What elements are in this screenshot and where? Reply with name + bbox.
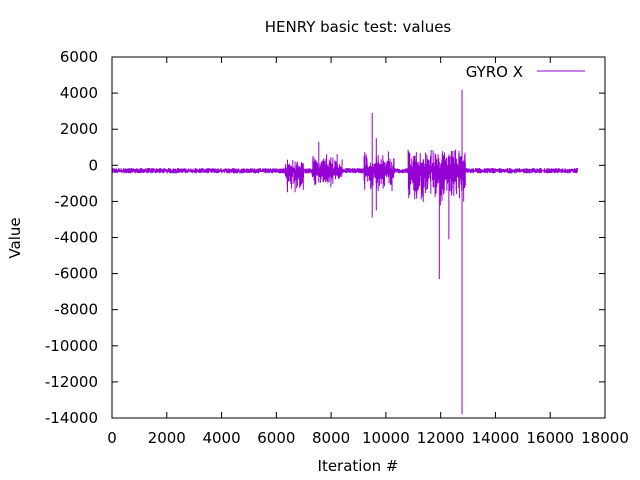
x-tick-label: 4000 — [202, 429, 240, 447]
plot-series-layer — [111, 89, 578, 415]
y-axis-label: Value — [6, 217, 24, 258]
chart-title: HENRY basic test: values — [265, 18, 452, 36]
x-tick-label: 16000 — [526, 429, 574, 447]
x-axis-label: Iteration # — [318, 457, 399, 475]
x-tick-label: 6000 — [257, 429, 295, 447]
plot-frame — [111, 56, 606, 419]
series-gyro-x-trace — [111, 149, 578, 206]
legend: GYRO X — [466, 63, 585, 81]
x-tick-label: 2000 — [148, 429, 186, 447]
y-tick-label: -12000 — [45, 373, 98, 391]
y-tick-label: -10000 — [45, 337, 98, 355]
x-tick-label: 8000 — [312, 429, 350, 447]
y-tick-label: -4000 — [54, 229, 98, 247]
y-tick-label: 6000 — [60, 48, 98, 66]
x-tick-label: 0 — [107, 429, 117, 447]
x-tick-label: 12000 — [417, 429, 465, 447]
axis-ticks: 0 2000 4000 6000 8000 10000 12000 14000 16000 180… — [45, 48, 629, 447]
y-tick-label: 4000 — [60, 84, 98, 102]
y-tick-label: 0 — [88, 156, 98, 174]
y-tick-label: -2000 — [54, 192, 98, 210]
x-tick-label: 18000 — [581, 429, 629, 447]
x-tick-label: 14000 — [472, 429, 520, 447]
y-tick-label: -14000 — [45, 409, 98, 427]
y-tick-label: 2000 — [60, 120, 98, 138]
legend-label: GYRO X — [466, 63, 523, 81]
y-tick-label: -8000 — [54, 301, 98, 319]
y-tick-label: -6000 — [54, 265, 98, 283]
x-tick-label: 10000 — [362, 429, 410, 447]
